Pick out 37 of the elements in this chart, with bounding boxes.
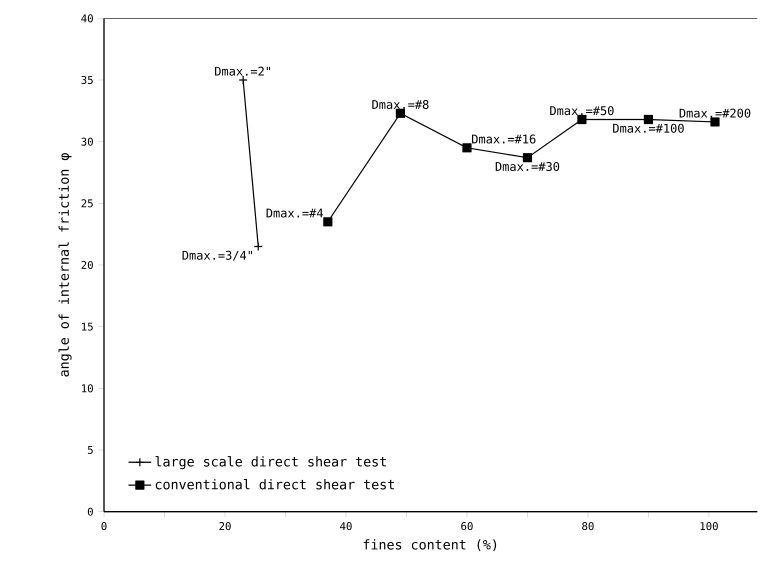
annotation: Dmax.=#16: [472, 134, 536, 144]
y-tick-label: 20: [82, 260, 93, 270]
legend-label: large scale direct shear test: [156, 456, 386, 470]
x-axis-title: fines content (%): [364, 539, 496, 552]
y-axis-title: angle of internal friction φ: [58, 153, 72, 377]
x-tick-label: 40: [340, 522, 352, 530]
point: [644, 114, 654, 124]
annotation: Dmax.=#4: [266, 208, 323, 218]
y-tick-label: 0: [88, 508, 93, 516]
y-tick-label: 40: [81, 14, 93, 22]
x-tick-label: 80: [582, 522, 594, 530]
y-tick-label: 15: [82, 322, 93, 331]
point: [462, 143, 472, 152]
y-tick-label: 35: [81, 76, 93, 84]
annotation: Dmax.=#50: [550, 106, 614, 116]
annotation: Dmax.=#200: [680, 108, 750, 118]
point: [710, 117, 720, 127]
point: [254, 242, 263, 252]
legend-label: conventional direct shear test: [156, 479, 394, 490]
x-tick-label: 100: [700, 522, 718, 530]
y-tick-label: 5: [88, 446, 93, 454]
annotation: Dmax.=3/4": [182, 250, 252, 261]
y-tick-label: 30: [81, 138, 93, 146]
x-tick-label: 0: [101, 522, 107, 530]
annotation: Dmax.=#100: [613, 124, 684, 133]
y-tick-label: 10: [82, 384, 93, 392]
annotation: Dmax.=#8: [372, 100, 429, 110]
point: [577, 114, 586, 124]
point: [522, 153, 532, 162]
point: [323, 217, 332, 226]
annotation: Dmax.=#30: [496, 162, 560, 172]
point: [396, 108, 406, 118]
y-tick-label: 25: [82, 199, 93, 208]
point: [238, 75, 248, 85]
x-tick-label: 20: [219, 522, 231, 530]
x-tick-label: 60: [461, 522, 473, 530]
annotation: Dmax.=2": [215, 66, 270, 76]
